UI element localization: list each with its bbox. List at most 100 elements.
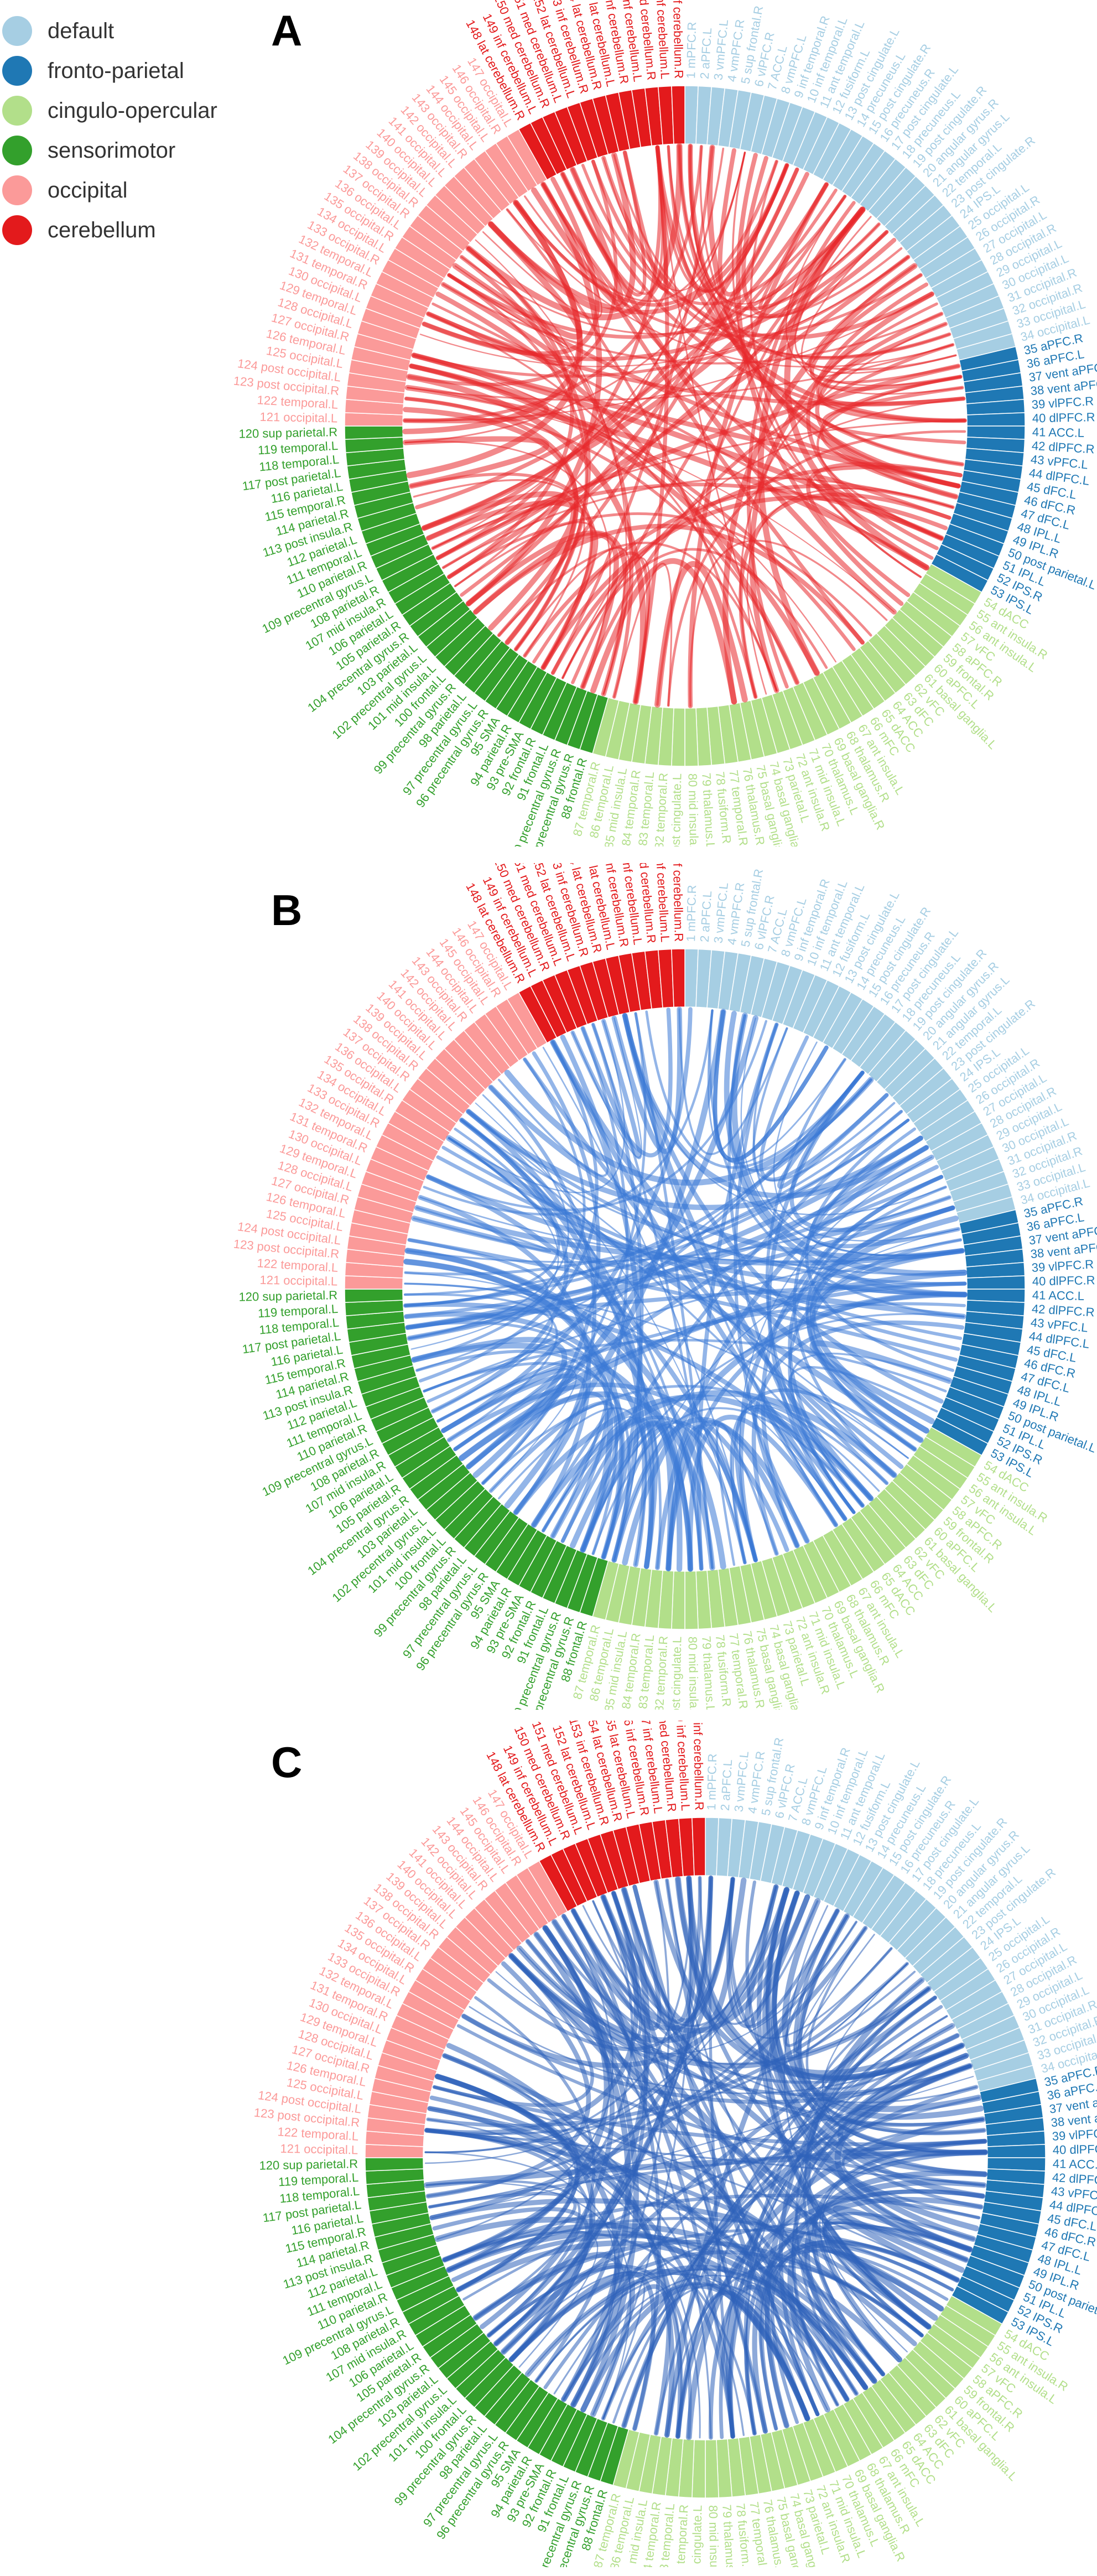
connection-link: [446, 1382, 789, 1552]
connection-link: [426, 2182, 632, 2419]
legend-item-cingulo-opercular: cingulo-opercular: [2, 91, 217, 131]
connection-link: [402, 200, 583, 434]
connection-link: [446, 255, 911, 579]
connection-link: [561, 2284, 672, 2436]
connection-link: [412, 255, 910, 378]
panel-letter-c: C: [271, 1738, 303, 1786]
connection-link: [444, 2054, 745, 2436]
connection-link: [656, 208, 864, 706]
node-segment: [671, 948, 685, 1008]
legend-item-default: default: [2, 11, 217, 51]
node-label: 40 dlPFC.R: [1032, 1273, 1095, 1288]
connection-link: [415, 1349, 618, 1555]
connection-link: [841, 2118, 984, 2219]
connection-link: [696, 1022, 779, 1571]
connection-link: [508, 1953, 960, 2283]
connection-link: [495, 1877, 712, 2345]
connection-link: [570, 1007, 673, 1157]
legend-item-fronto-parietal: fronto-parietal: [2, 51, 217, 91]
connection-link: [403, 1110, 903, 1296]
connection-link: [823, 2218, 969, 2330]
connection-link: [404, 385, 929, 570]
connection-link: [708, 1876, 735, 2438]
legend-label: default: [48, 18, 115, 43]
connection-link: [429, 2055, 967, 2208]
connection-link: [434, 2216, 810, 2422]
connection-link: [765, 1887, 986, 2199]
node-label: 2 aPFC.L: [698, 27, 714, 79]
node-segment: [671, 85, 685, 145]
node-segment: [966, 1275, 1026, 1290]
connection-link: [516, 1887, 790, 2043]
connection-link: [404, 1248, 726, 1570]
connection-link: [466, 530, 628, 697]
connection-link: [413, 1207, 552, 1253]
connection-link: [441, 1007, 693, 1433]
connection-link: [813, 474, 952, 541]
connection-link: [466, 167, 799, 606]
node-segment: [705, 2439, 719, 2499]
connection-link: [728, 1877, 964, 2080]
connection-link: [762, 1401, 856, 1527]
panel-letter-a: A: [271, 6, 303, 55]
connection-link: [425, 500, 596, 671]
node-label: 80 mid insula.R: [686, 1637, 701, 1710]
connection-link: [532, 1406, 614, 1533]
connection-link: [664, 1908, 840, 2438]
connection-link: [446, 2043, 675, 2438]
node-label: 2 aPFC.L: [698, 890, 714, 942]
connection-link: [718, 148, 809, 297]
connection-link: [402, 363, 549, 424]
connection-link: [409, 363, 820, 676]
connection-link: [425, 2129, 985, 2187]
connection-link: [800, 231, 963, 395]
node-segment: [684, 707, 699, 767]
legend-label: sensorimotor: [48, 138, 176, 163]
connection-link: [790, 1352, 950, 1507]
connection-link: [677, 144, 965, 467]
connection-link: [447, 207, 865, 339]
connection-link: [436, 492, 564, 569]
connection-link: [467, 1110, 909, 1459]
node-segment: [684, 1570, 699, 1630]
connection-link: [487, 1877, 735, 2052]
connection-link: [404, 1293, 558, 1441]
connection-link: [666, 1292, 967, 1571]
connection-link: [421, 491, 576, 631]
connection-link: [758, 183, 847, 310]
connection-link: [506, 209, 954, 368]
node-label: 121 occipital.L: [259, 410, 337, 425]
connection-link: [622, 1012, 874, 1502]
connection-link: [736, 153, 904, 606]
node-label: 1 mPFC.R: [704, 1753, 719, 1810]
connection-link: [833, 2205, 973, 2273]
connection-link: [688, 182, 829, 709]
connection-link: [793, 1909, 987, 2177]
connection-link: [481, 1385, 888, 1484]
connection-link: [571, 207, 865, 684]
connection-link: [447, 246, 574, 579]
node-label: 120 sup parietal.R: [259, 2157, 358, 2173]
legend: default fronto-parietal cingulo-opercula…: [2, 11, 217, 250]
connection-link: [514, 547, 631, 695]
connection-link: [722, 263, 918, 705]
connection-link: [461, 1891, 800, 2068]
node-segment: [986, 2144, 1046, 2158]
node-label: 81 post cingulate.L: [668, 1637, 684, 1710]
connection-link: [431, 2076, 974, 2219]
connection-link: [657, 147, 778, 692]
connection-link: [645, 1010, 864, 1169]
connection-link: [422, 230, 889, 361]
connection-link: [453, 1281, 967, 1451]
connection-link: [500, 1887, 651, 2355]
node-label: 160 inf cerebellum.R: [670, 0, 686, 79]
legend-item-sensorimotor: sensorimotor: [2, 131, 217, 170]
connection-link: [466, 1391, 609, 1543]
node-segment: [692, 1817, 706, 1877]
connection-link: [413, 355, 836, 663]
connection-link: [404, 1078, 872, 1307]
connection-link: [448, 1136, 662, 1569]
connection-link: [402, 436, 549, 489]
connection-link: [816, 302, 966, 423]
connection-link: [425, 1970, 916, 2135]
